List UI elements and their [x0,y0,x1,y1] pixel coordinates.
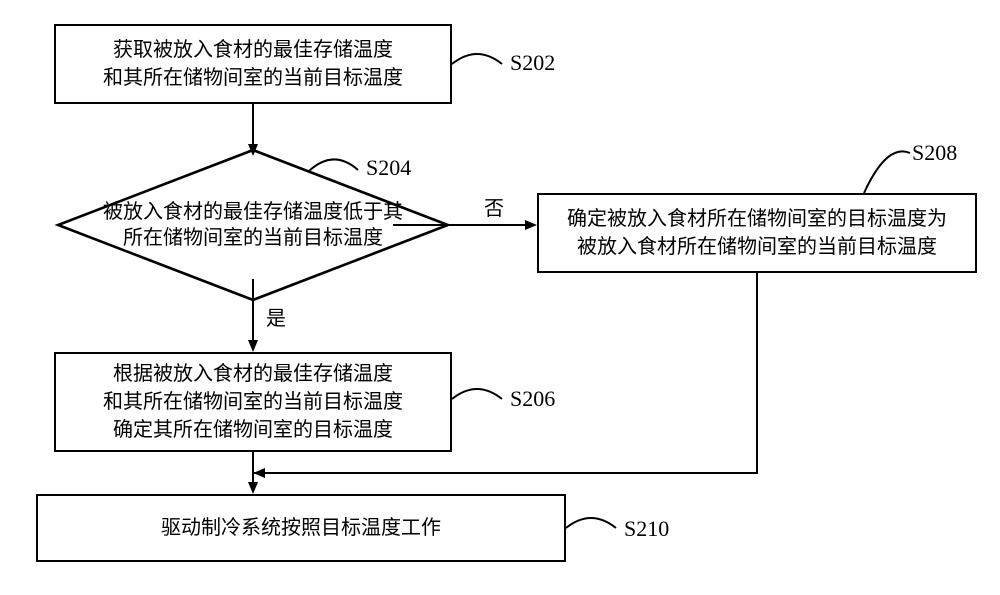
s204-label-connector [308,150,358,180]
edge-yes: 是 [266,302,286,331]
s210-line1: 驱动制冷系统按照目标温度工作 [161,514,441,542]
arrow-s208-s210 [253,273,763,483]
s204-label: S204 [366,155,411,181]
arrow-s202-s204 [248,104,258,156]
s210-label: S210 [624,516,669,542]
s208-line1: 确定被放入食材所在储物间室的目标温度为 [567,205,947,233]
step-s208: 确定被放入食材所在储物间室的目标温度为 被放入食材所在储物间室的当前目标温度 [537,193,977,273]
step-s210: 驱动制冷系统按照目标温度工作 [36,494,566,562]
s202-label: S202 [510,50,555,76]
s204-line1: 被放入食材的最佳存储温度低于其 [103,199,403,225]
edge-no: 否 [484,192,504,221]
s202-line1: 获取被放入食材的最佳存储温度 [113,36,393,64]
s202-line2: 和其所在储物间室的当前目标温度 [103,64,403,92]
s204-line2: 所在储物间室的当前目标温度 [123,225,383,251]
step-s202: 获取被放入食材的最佳存储温度 和其所在储物间室的当前目标温度 [54,24,452,104]
s208-line2: 被放入食材所在储物间室的当前目标温度 [577,233,937,261]
s202-label-connector [452,48,502,78]
s204-text: 被放入食材的最佳存储温度低于其 所在储物间室的当前目标温度 [80,200,426,250]
s208-label: S208 [912,140,957,166]
s208-label-connector [862,143,912,193]
s210-label-connector [566,512,616,542]
